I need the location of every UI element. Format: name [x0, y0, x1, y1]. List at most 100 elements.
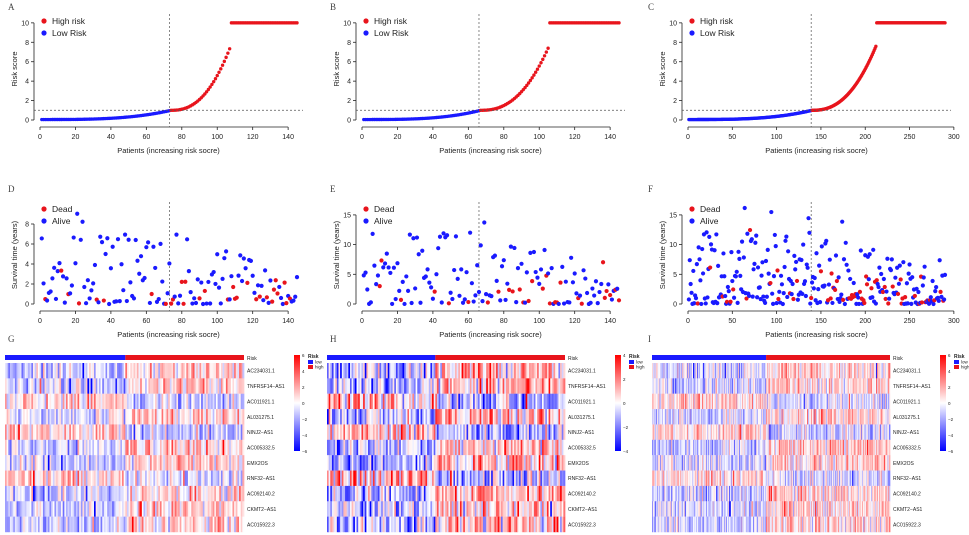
heatmap-cell	[494, 439, 497, 456]
heatmap-cell	[154, 485, 157, 502]
heatmap-cell	[372, 363, 375, 379]
heatmap-cell	[82, 378, 85, 394]
alive-point	[700, 271, 706, 276]
heatmap-cell	[130, 363, 133, 379]
heatmap-cell	[202, 393, 205, 410]
heatmap-cell	[92, 439, 95, 456]
heatmap-cell	[176, 409, 179, 425]
heatmap-cell	[164, 378, 167, 394]
heatmap-cell	[535, 424, 538, 441]
heatmap-cell	[237, 439, 240, 456]
y-tick-label: 0	[673, 118, 677, 125]
heatmap-cell	[204, 485, 207, 502]
heatmap-cell	[494, 455, 497, 471]
heatmap-cell	[427, 409, 430, 425]
heatmap-cell	[212, 516, 215, 533]
scale-tick-label: −4	[302, 433, 308, 438]
heatmap-cell	[751, 363, 753, 379]
scale-tick-label: −6	[302, 449, 308, 454]
heatmap-cell	[44, 455, 47, 471]
heatmap-cell	[237, 378, 240, 394]
heatmap-cell	[178, 424, 181, 441]
alive-point	[888, 268, 894, 273]
heatmap-cell	[825, 363, 828, 379]
heatmap-cell	[29, 470, 32, 487]
heatmap-cell	[343, 393, 346, 410]
heatmap-cell	[499, 516, 502, 533]
heatmap-cell	[553, 439, 556, 456]
heatmap-cell	[368, 470, 371, 487]
heatmap-cell	[56, 470, 59, 487]
heatmap-cell	[555, 501, 558, 517]
heatmap-cell	[667, 378, 669, 394]
heatmap-cell	[670, 363, 673, 379]
heatmap-cell	[527, 516, 530, 533]
x-tick-label: 50	[728, 318, 736, 325]
heatmap-cell	[138, 363, 141, 379]
alive-point	[375, 273, 381, 278]
heatmap-cell	[85, 424, 88, 441]
heatmap-cell	[358, 363, 361, 379]
heatmap-cell	[561, 393, 564, 410]
heatmap-cell	[41, 485, 44, 502]
heatmap-cell	[656, 363, 659, 379]
heatmap-cell	[189, 485, 192, 502]
alive-point	[939, 294, 944, 299]
heatmap-cell	[441, 470, 444, 487]
heatmap-cell	[92, 409, 95, 425]
heatmap-cell	[546, 424, 549, 441]
heatmap-cell	[229, 378, 232, 394]
heatmap-cell	[168, 393, 171, 410]
heatmap-cell	[377, 470, 380, 487]
heatmap-cell	[194, 455, 197, 471]
heatmap-cell	[844, 363, 846, 379]
heatmap-cell	[438, 409, 441, 425]
heatmap-cell	[239, 409, 242, 425]
heatmap-cell	[528, 485, 531, 502]
heatmap-cell	[163, 424, 166, 441]
x-tick-label: 80	[500, 134, 508, 141]
dead-point	[59, 268, 64, 273]
heatmap-cell	[468, 439, 471, 456]
heatmap-cell	[33, 516, 36, 533]
heatmap-cell	[456, 470, 459, 487]
heatmap-cell	[125, 393, 128, 410]
heatmap-cell	[436, 470, 439, 487]
gene-label: NINJ2−AS1	[247, 430, 273, 436]
alive-point	[363, 270, 368, 275]
heatmap-cell	[85, 501, 88, 517]
heatmap-cell	[112, 393, 115, 410]
heatmap-cell	[496, 485, 499, 502]
heatmap-cell	[726, 363, 728, 379]
heatmap-cell	[150, 501, 153, 517]
heatmap-cell	[484, 393, 487, 410]
heatmap-cell	[159, 439, 162, 456]
heatmap-cell	[164, 470, 167, 487]
heatmap-cell	[823, 363, 825, 379]
heatmap-cell	[133, 393, 136, 410]
heatmap-cell	[178, 455, 181, 471]
risk-legend-low: low	[636, 360, 644, 365]
heatmap-cell	[510, 378, 513, 394]
heatmap-cell	[345, 439, 348, 456]
scale-tick-label: −2	[302, 417, 308, 422]
heatmap-cell	[369, 409, 372, 425]
legend-item: Low Risk	[700, 28, 735, 38]
heatmap-cell	[441, 501, 444, 517]
alive-point	[441, 231, 446, 236]
heatmap-cell	[75, 363, 78, 379]
heatmap-cell	[659, 378, 661, 394]
heatmap-cell	[418, 470, 421, 487]
heatmap-cell	[438, 470, 441, 487]
heatmap-cell	[138, 470, 141, 487]
heatmap-cell	[428, 501, 431, 517]
heatmap-cell	[166, 409, 169, 425]
heatmap-cell	[400, 485, 403, 502]
heatmap-cell	[685, 363, 687, 379]
alive-point	[916, 289, 921, 295]
alive-point	[185, 237, 190, 242]
heatmap-cell	[702, 363, 704, 379]
heatmap-cell	[844, 363, 847, 379]
heatmap-cell	[122, 393, 125, 410]
heatmap-cell	[558, 501, 561, 517]
